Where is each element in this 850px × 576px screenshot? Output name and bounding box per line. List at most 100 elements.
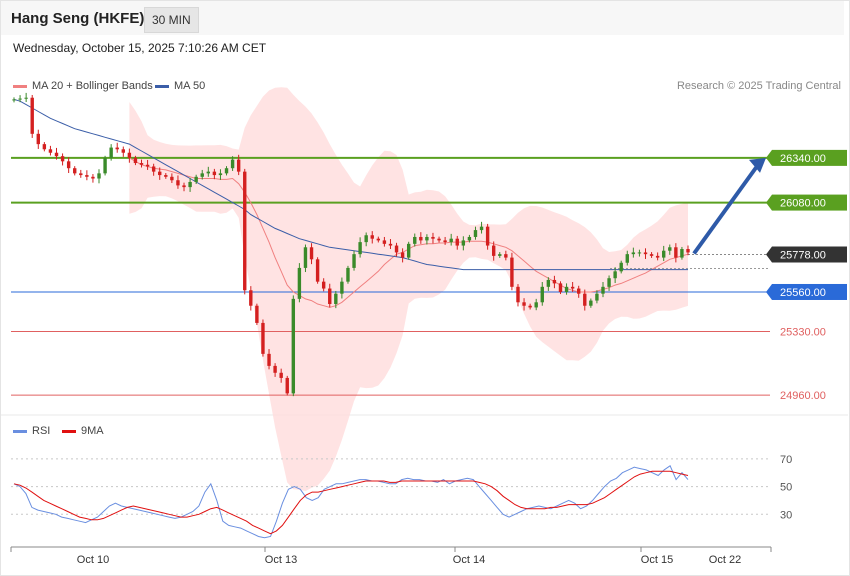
candle bbox=[334, 293, 338, 305]
candle bbox=[91, 176, 95, 179]
candle bbox=[570, 286, 575, 289]
candle bbox=[139, 163, 144, 165]
level-label-25778.00: 25778.00 bbox=[780, 250, 826, 262]
candle bbox=[413, 236, 417, 244]
candle bbox=[510, 257, 514, 287]
candle bbox=[218, 173, 223, 176]
candle bbox=[145, 164, 150, 167]
candle bbox=[419, 236, 423, 241]
x-label-Oct-15: Oct 15 bbox=[641, 554, 673, 566]
level-label-26340.00: 26340.00 bbox=[780, 153, 826, 165]
candle bbox=[613, 271, 617, 279]
candle bbox=[376, 238, 381, 241]
level-label-26080.00: 26080.00 bbox=[780, 198, 826, 210]
candle bbox=[370, 235, 374, 239]
candle bbox=[243, 171, 247, 291]
candle bbox=[200, 173, 204, 177]
candle bbox=[212, 171, 217, 176]
candle bbox=[115, 147, 119, 150]
candle bbox=[291, 298, 296, 394]
candle bbox=[388, 243, 393, 246]
forecast-arrow-head bbox=[749, 157, 766, 173]
candle bbox=[674, 247, 678, 258]
level-tag-26340.00 bbox=[772, 149, 847, 166]
ma50-swatch bbox=[155, 84, 169, 88]
candle bbox=[340, 281, 344, 294]
level-tag-26080.00 bbox=[772, 194, 847, 211]
candle bbox=[631, 252, 636, 255]
candle bbox=[97, 173, 101, 179]
candle bbox=[552, 279, 557, 284]
candle bbox=[182, 185, 186, 188]
candle bbox=[358, 242, 362, 255]
candle bbox=[133, 157, 138, 164]
candle bbox=[249, 290, 253, 306]
9ma-label: 9MA bbox=[81, 425, 104, 437]
x-label-Oct-22: Oct 22 bbox=[709, 554, 741, 566]
candle bbox=[297, 267, 302, 299]
x-label-Oct-13: Oct 13 bbox=[265, 554, 297, 566]
candle bbox=[455, 238, 459, 246]
candle bbox=[558, 283, 563, 292]
legend-rsi: RSI bbox=[13, 425, 50, 437]
candle bbox=[170, 176, 174, 181]
candle bbox=[637, 252, 642, 254]
candle bbox=[194, 176, 198, 182]
instrument-title: Hang Seng (HKFE) bbox=[11, 10, 145, 27]
rsi-label: RSI bbox=[32, 425, 51, 437]
candle bbox=[364, 235, 368, 243]
bollinger-band bbox=[129, 87, 688, 492]
rsi-9ma-line bbox=[13, 470, 689, 535]
timestamp: Wednesday, October 15, 2025 7:10:26 AM C… bbox=[13, 41, 267, 55]
candle bbox=[479, 226, 484, 231]
legend-ma50: MA 50 bbox=[155, 80, 205, 92]
candle bbox=[66, 161, 71, 169]
candle bbox=[303, 247, 308, 268]
candle bbox=[48, 149, 53, 153]
candle bbox=[328, 288, 332, 305]
candle bbox=[394, 245, 399, 253]
rsi-tick-70: 70 bbox=[780, 454, 792, 466]
candle bbox=[24, 97, 28, 99]
candle bbox=[601, 286, 605, 294]
candle bbox=[18, 98, 22, 100]
candle bbox=[79, 173, 83, 176]
candle bbox=[528, 305, 532, 308]
forecast-arrow-shaft bbox=[692, 163, 760, 255]
ma50-label: MA 50 bbox=[174, 80, 206, 92]
9ma-swatch bbox=[62, 429, 76, 433]
candle bbox=[625, 254, 629, 263]
x-label-Oct-10: Oct 10 bbox=[77, 554, 109, 566]
level-label-25560.00: 25560.00 bbox=[780, 287, 826, 299]
level-tag-arrow-25560.00 bbox=[766, 283, 772, 300]
candle bbox=[589, 300, 593, 306]
candle bbox=[443, 240, 447, 243]
candle bbox=[607, 278, 611, 287]
candle bbox=[534, 302, 538, 308]
candle bbox=[164, 175, 168, 177]
candle bbox=[662, 250, 666, 258]
candle bbox=[279, 372, 283, 378]
level-tag-25560.00 bbox=[772, 283, 847, 300]
candle bbox=[564, 286, 569, 292]
candle bbox=[668, 247, 672, 251]
candle bbox=[680, 249, 684, 258]
chart-header: Hang Seng (HKFE) 30 MIN bbox=[1, 1, 844, 35]
candle bbox=[516, 286, 520, 303]
legend-9ma: 9MA bbox=[62, 425, 104, 437]
level-label-25330.00: 25330.00 bbox=[780, 327, 826, 339]
rsi-tick-30: 30 bbox=[780, 509, 792, 521]
candle bbox=[643, 252, 648, 255]
candle bbox=[224, 168, 229, 174]
candle bbox=[285, 377, 289, 394]
candle bbox=[230, 159, 235, 169]
candle bbox=[546, 279, 551, 287]
candle bbox=[619, 262, 623, 272]
candle bbox=[504, 254, 508, 258]
candle bbox=[352, 254, 356, 268]
candle bbox=[121, 149, 125, 153]
candle bbox=[30, 97, 34, 134]
timeframe-button[interactable]: 30 MIN bbox=[144, 7, 199, 33]
candle bbox=[158, 171, 162, 176]
